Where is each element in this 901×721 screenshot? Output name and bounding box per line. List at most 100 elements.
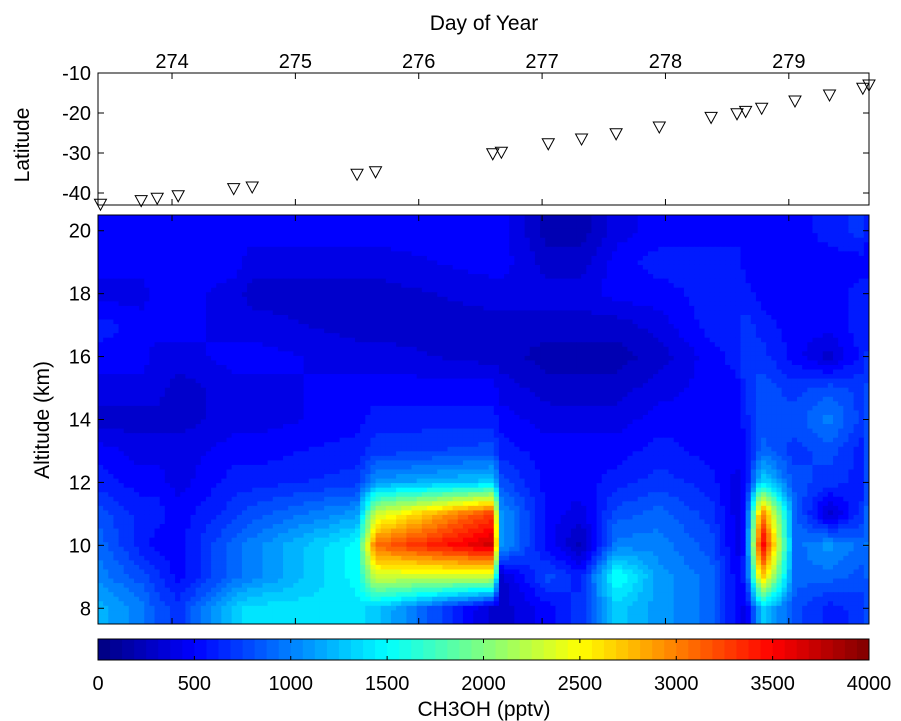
heatmap-cell bbox=[679, 270, 685, 275]
heatmap-cell bbox=[648, 310, 654, 315]
heatmap-cell bbox=[504, 224, 510, 229]
heatmap-cell bbox=[391, 238, 397, 243]
heatmap-cell bbox=[499, 251, 505, 256]
heatmap-cell bbox=[782, 310, 788, 315]
heatmap-cell bbox=[293, 301, 299, 306]
heatmap-cell bbox=[113, 260, 119, 265]
heatmap-cell bbox=[242, 224, 248, 229]
heatmap-cell bbox=[797, 347, 803, 352]
heatmap-cell bbox=[432, 297, 438, 302]
heatmap-cell bbox=[776, 342, 782, 347]
heatmap-cell bbox=[108, 356, 114, 361]
heatmap-cell bbox=[586, 274, 592, 279]
heatmap-cell bbox=[108, 360, 114, 365]
heatmap-cell bbox=[149, 310, 155, 315]
heatmap-cell bbox=[180, 324, 186, 329]
heatmap-cell bbox=[278, 283, 284, 288]
heatmap-cell bbox=[566, 333, 572, 338]
heatmap-cell bbox=[823, 297, 829, 302]
heatmap-cell bbox=[432, 279, 438, 284]
heatmap-cell bbox=[458, 333, 464, 338]
heatmap-cell bbox=[370, 229, 376, 234]
heatmap-cell bbox=[268, 333, 274, 338]
heatmap-cell bbox=[653, 283, 659, 288]
heatmap-cell bbox=[262, 229, 268, 234]
heatmap-cell bbox=[376, 351, 382, 356]
heatmap-cell bbox=[550, 288, 556, 293]
heatmap-cell bbox=[134, 292, 140, 297]
heatmap-cell bbox=[710, 215, 716, 220]
heatmap-cell bbox=[453, 265, 459, 270]
heatmap-cell bbox=[715, 283, 721, 288]
heatmap-cell bbox=[448, 220, 454, 225]
heatmap-cell bbox=[273, 324, 279, 329]
heatmap-cell bbox=[473, 356, 479, 361]
heatmap-cell bbox=[401, 324, 407, 329]
heatmap-cell bbox=[473, 215, 479, 220]
heatmap-cell bbox=[252, 315, 258, 320]
heatmap-cell bbox=[381, 288, 387, 293]
heatmap-cell bbox=[499, 256, 505, 261]
heatmap-cell bbox=[103, 320, 109, 325]
heatmap-cell bbox=[262, 315, 268, 320]
heatmap-cell bbox=[525, 310, 531, 315]
heatmap-cell bbox=[792, 215, 798, 220]
heatmap-cell bbox=[345, 288, 351, 293]
heatmap-cell bbox=[833, 270, 839, 275]
heatmap-cell bbox=[741, 360, 747, 365]
heatmap-cell bbox=[828, 274, 834, 279]
heatmap-cell bbox=[417, 242, 423, 247]
heatmap-cell bbox=[561, 270, 567, 275]
heatmap-cell bbox=[859, 333, 865, 338]
heatmap-cell bbox=[170, 324, 176, 329]
heatmap-cell bbox=[715, 270, 721, 275]
heatmap-cell bbox=[843, 229, 849, 234]
heatmap-cell bbox=[478, 315, 484, 320]
heatmap-cell bbox=[746, 270, 752, 275]
heatmap-cell bbox=[761, 274, 767, 279]
heatmap-cell bbox=[710, 301, 716, 306]
heatmap-cell bbox=[273, 306, 279, 311]
heatmap-cell bbox=[412, 306, 418, 311]
heatmap-cell bbox=[180, 260, 186, 265]
heatmap-cell bbox=[437, 347, 443, 352]
heatmap-cell bbox=[489, 292, 495, 297]
heatmap-cell bbox=[643, 315, 649, 320]
heatmap-cell bbox=[293, 229, 299, 234]
heatmap-cell bbox=[555, 270, 561, 275]
heatmap-cell bbox=[442, 324, 448, 329]
heatmap-cell bbox=[211, 360, 217, 365]
heatmap-cell bbox=[206, 220, 212, 225]
heatmap-cell bbox=[298, 320, 304, 325]
heatmap-cell bbox=[453, 306, 459, 311]
heatmap-cell bbox=[417, 342, 423, 347]
heatmap-cell bbox=[273, 342, 279, 347]
heatmap-cell bbox=[124, 288, 130, 293]
heatmap-cell bbox=[175, 338, 181, 343]
heatmap-cell bbox=[597, 288, 603, 293]
heatmap-cell bbox=[329, 229, 335, 234]
heatmap-cell bbox=[674, 306, 680, 311]
heatmap-cell bbox=[360, 297, 366, 302]
heatmap-cell bbox=[391, 356, 397, 361]
heatmap-cell bbox=[699, 306, 705, 311]
heatmap-cell bbox=[597, 256, 603, 261]
heatmap-cell bbox=[196, 251, 202, 256]
heatmap-cell bbox=[144, 297, 150, 302]
heatmap-cell bbox=[602, 224, 608, 229]
heatmap-cell bbox=[334, 360, 340, 365]
heatmap-cell bbox=[674, 342, 680, 347]
heatmap-cell bbox=[232, 215, 238, 220]
heatmap-cell bbox=[674, 233, 680, 238]
heatmap-cell bbox=[144, 251, 150, 256]
heatmap-cell bbox=[586, 229, 592, 234]
heatmap-cell bbox=[196, 360, 202, 365]
heatmap-cell bbox=[699, 229, 705, 234]
heatmap-cell bbox=[792, 238, 798, 243]
heatmap-cell bbox=[108, 224, 114, 229]
heatmap-cell bbox=[216, 324, 222, 329]
heatmap-cell bbox=[252, 306, 258, 311]
heatmap-cell bbox=[422, 292, 428, 297]
heatmap-cell bbox=[113, 274, 119, 279]
heatmap-cell bbox=[478, 229, 484, 234]
